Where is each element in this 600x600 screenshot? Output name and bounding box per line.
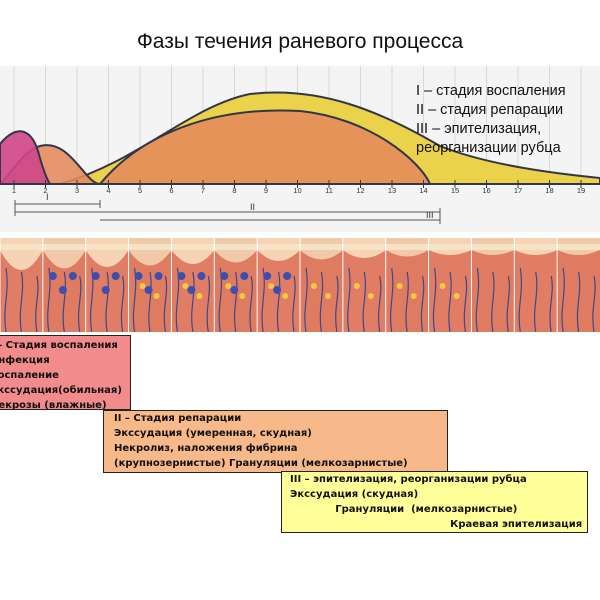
stage3-line: Грануляции (мелкозарнистые): [290, 504, 518, 515]
axis-tick-label: 15: [451, 186, 459, 195]
axis-tick-label: 9: [264, 186, 268, 195]
phase-legend: I – стадия воспаления II – стадия репара…: [416, 82, 566, 158]
phase2-curve: [0, 109, 432, 186]
tissue-panel: [385, 238, 429, 332]
wound-phase-graph: 1 2 3 4 5 6 7 8 9 10 11 12 13 14 15 16 17 18 19 I II III: [0, 66, 600, 232]
tissue-panel: [42, 238, 86, 332]
stage2-line: (крупнозернистые) Грануляции (мелкозарни…: [114, 458, 408, 469]
stage2-line: Некролиз, наложения фибрина: [114, 443, 298, 454]
phase3-range-label: III: [426, 210, 434, 220]
tissue-illustration-strip: [0, 238, 600, 332]
stage1-line: Инфекция: [0, 355, 50, 366]
stage1-line: Воспаление: [0, 370, 59, 381]
axis-tick-label: 7: [201, 186, 205, 195]
phase1-curve: [0, 130, 52, 185]
stage1-line: I – Стадия воспаления: [0, 340, 118, 351]
legend-item: III – эпителизация,: [416, 121, 542, 137]
phase1-range-label: I: [46, 192, 49, 202]
axis-tick-label: 6: [169, 186, 173, 195]
tissue-panel: [85, 238, 129, 332]
stage3-box: III – эпителизация, реорганизации рубца …: [281, 471, 588, 533]
tissue-panel: [299, 238, 343, 332]
stage2-box: II – Стадия репарации Экссудация (умерен…: [103, 410, 448, 473]
axis-tick-label: 18: [545, 186, 553, 195]
axis-tick-label: 12: [356, 186, 364, 195]
stage1-line: Экссудация(обильная): [0, 385, 122, 396]
axis-ticks: 1 2 3 4 5 6 7 8 9 10 11 12 13 14 15 16 17 18 19: [12, 180, 585, 195]
stage3-line: III – эпителизация, реорганизации рубца: [290, 474, 527, 485]
phase-ranges: I II III: [14, 192, 441, 224]
tissue-panel: [428, 238, 472, 332]
stage3-line: Краевая эпителизация: [290, 519, 583, 530]
axis-tick-label: 19: [577, 186, 585, 195]
axis-tick-label: 1: [12, 186, 16, 195]
tissue-panel: [128, 238, 172, 332]
axis-tick-label: 10: [293, 186, 301, 195]
axis-tick-label: 13: [388, 186, 396, 195]
legend-item: I – стадия воспаления: [416, 83, 566, 99]
tissue-panel: [342, 238, 386, 332]
legend-item: реорганизации рубца: [416, 140, 561, 156]
axis-tick-label: 2: [43, 186, 47, 195]
stage1-box: I – Стадия воспаления Инфекция Воспалени…: [0, 335, 131, 410]
stage3-line: Экссудация (скудная): [290, 489, 419, 500]
stage1-line: Некрозы (влажные): [0, 400, 107, 410]
stage2-line: Экссудация (умеренная, скудная): [114, 428, 312, 439]
axis-tick-label: 16: [482, 186, 490, 195]
tissue-panel: [513, 238, 558, 332]
phase2-range-label: II: [250, 202, 255, 212]
tissue-panel: [470, 238, 515, 332]
axis-tick-label: 5: [138, 186, 142, 195]
axis-tick-label: 17: [514, 186, 522, 195]
tissue-panel: [256, 238, 300, 332]
axis-tick-label: 11: [325, 186, 333, 195]
tissue-panel: [170, 238, 215, 332]
axis-tick-label: 8: [232, 186, 236, 195]
tissue-panel: [213, 238, 258, 332]
axis-tick-label: 4: [106, 186, 110, 195]
tissue-panel: [556, 238, 600, 332]
legend-item: II – стадия репарации: [416, 102, 564, 118]
page-title: Фазы течения раневого процесса: [136, 30, 464, 53]
stage2-line: II – Стадия репарации: [114, 413, 242, 424]
tissue-panel: [0, 238, 43, 332]
axis-tick-label: 14: [419, 186, 427, 195]
axis-tick-label: 3: [75, 186, 79, 195]
